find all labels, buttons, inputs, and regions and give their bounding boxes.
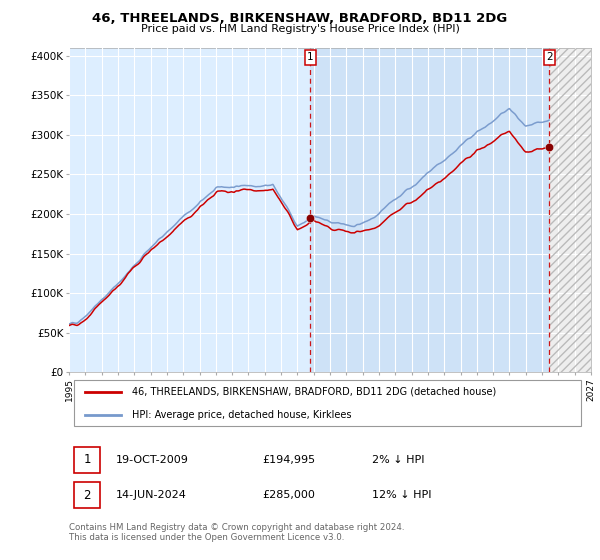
FancyBboxPatch shape [74, 446, 100, 473]
Text: 2: 2 [83, 489, 91, 502]
Text: Price paid vs. HM Land Registry's House Price Index (HPI): Price paid vs. HM Land Registry's House … [140, 24, 460, 34]
Text: 46, THREELANDS, BIRKENSHAW, BRADFORD, BD11 2DG (detached house): 46, THREELANDS, BIRKENSHAW, BRADFORD, BD… [131, 386, 496, 396]
FancyBboxPatch shape [74, 482, 100, 508]
Text: 2: 2 [546, 53, 553, 63]
Text: 2% ↓ HPI: 2% ↓ HPI [372, 455, 424, 465]
Text: 12% ↓ HPI: 12% ↓ HPI [372, 490, 431, 500]
Bar [550, 48, 591, 372]
Text: HPI: Average price, detached house, Kirklees: HPI: Average price, detached house, Kirk… [131, 410, 351, 420]
Text: 46, THREELANDS, BIRKENSHAW, BRADFORD, BD11 2DG: 46, THREELANDS, BIRKENSHAW, BRADFORD, BD… [92, 12, 508, 25]
Text: 1: 1 [83, 453, 91, 466]
Text: 19-OCT-2009: 19-OCT-2009 [116, 455, 189, 465]
Text: £194,995: £194,995 [262, 455, 315, 465]
FancyBboxPatch shape [74, 380, 581, 426]
Text: 1: 1 [307, 53, 314, 63]
Text: £285,000: £285,000 [262, 490, 315, 500]
Bar [310, 48, 550, 372]
Text: 14-JUN-2024: 14-JUN-2024 [116, 490, 187, 500]
Bar [550, 48, 591, 372]
Text: Contains HM Land Registry data © Crown copyright and database right 2024.
This d: Contains HM Land Registry data © Crown c… [69, 522, 404, 542]
